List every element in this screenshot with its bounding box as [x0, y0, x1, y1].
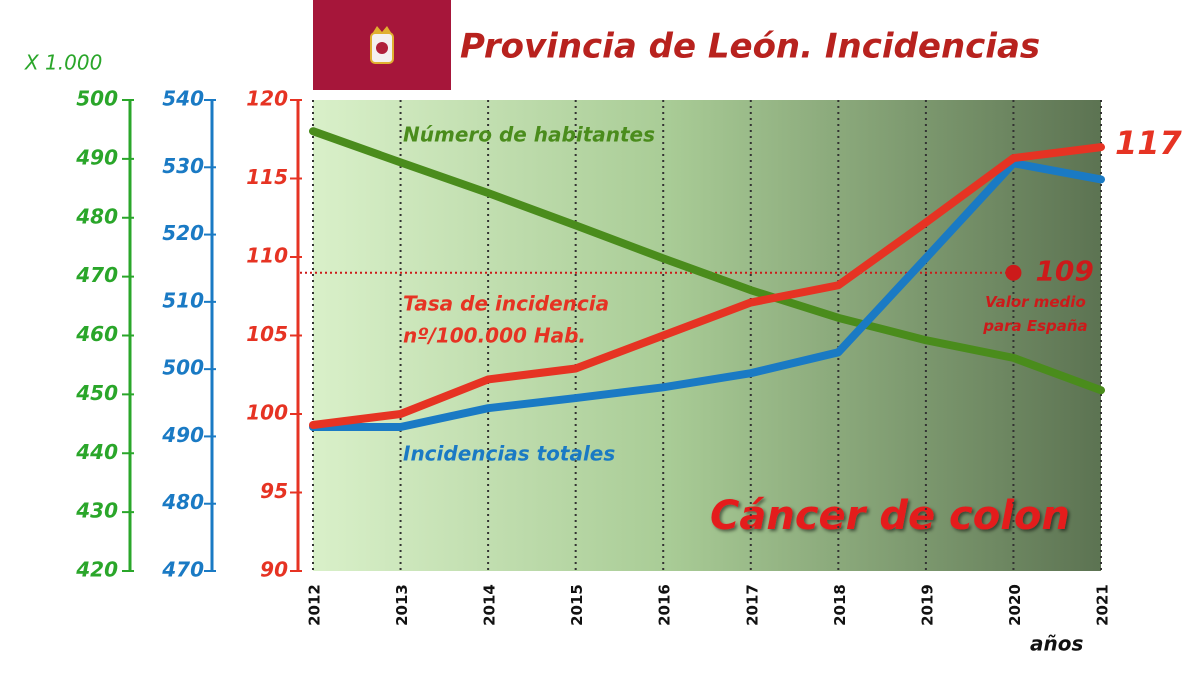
x-tick-label: 2014 — [481, 584, 499, 626]
reference-note: para España — [982, 317, 1087, 335]
series-label: Número de habitantes — [403, 123, 655, 147]
x-tick-label: 2012 — [306, 584, 324, 626]
series-line — [309, 159, 1105, 432]
y-tick-label: 105 — [246, 322, 288, 346]
reference-label: 109 — [1035, 255, 1093, 288]
y-tick-label: 95 — [260, 479, 288, 503]
y-tick-label: 490 — [161, 423, 204, 447]
y-tick-label: 110 — [246, 244, 288, 268]
y-tick-label: 520 — [162, 221, 204, 245]
y-tick-label: 100 — [246, 401, 288, 425]
y-tick-label: 510 — [162, 288, 204, 312]
y-tick-label: 480 — [161, 490, 204, 514]
y-tick-label: 115 — [246, 165, 288, 189]
reference-point — [1005, 264, 1022, 281]
y-tick-label: 470 — [161, 558, 204, 582]
x-axis-label: años — [1030, 632, 1083, 656]
series-label: Tasa de incidencia — [403, 292, 609, 316]
series-line — [309, 127, 1105, 395]
y-tick-label: 430 — [75, 499, 118, 523]
y-tick-label: 500 — [76, 87, 118, 111]
x-tick-label: 2013 — [393, 584, 411, 626]
y-tick-label: 120 — [246, 87, 288, 111]
y-tick-label: 470 — [75, 263, 118, 287]
y-tick-label: 490 — [75, 145, 118, 169]
x-tick-label: 2021 — [1094, 584, 1112, 626]
y-tick-label: 90 — [260, 558, 288, 582]
y-tick-label: 480 — [75, 204, 118, 228]
y-tick-label: 450 — [75, 381, 118, 405]
x-tick-label: 2019 — [918, 584, 936, 626]
x-tick-label: 2016 — [656, 584, 674, 626]
y-tick-label: 500 — [162, 356, 204, 380]
y-tick-label: 540 — [162, 87, 204, 111]
reference-note: Valor medio — [985, 293, 1086, 311]
flag — [313, 0, 451, 90]
x-tick-label: 2017 — [743, 584, 761, 626]
series-line — [309, 143, 1105, 429]
chart-subtitle: Cáncer de colon — [710, 493, 1070, 539]
y-tick-label: 420 — [75, 558, 118, 582]
chart-title: Provincia de León. Incidencias — [460, 27, 1040, 67]
x-tick-label: 2018 — [831, 584, 849, 626]
y-tick-label: 530 — [162, 154, 204, 178]
axis-unit: X 1.000 — [24, 51, 102, 75]
y-tick-label: 460 — [75, 322, 118, 346]
data-label: 117 — [1115, 124, 1183, 162]
y-tick-label: 440 — [75, 440, 118, 464]
x-tick-label: 2020 — [1006, 584, 1024, 626]
series-label: Incidencias totales — [403, 442, 615, 466]
series-unit: nº/100.000 Hab. — [403, 324, 586, 348]
x-tick-label: 2015 — [568, 584, 586, 626]
